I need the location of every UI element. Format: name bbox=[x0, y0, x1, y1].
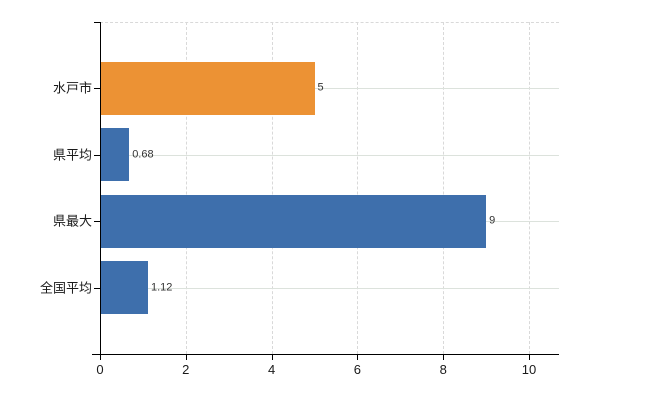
y-axis-line bbox=[100, 22, 101, 354]
x-axis-tick-label: 0 bbox=[96, 362, 104, 377]
plot-top-border bbox=[100, 22, 559, 23]
bar-value-label: 9 bbox=[489, 214, 496, 227]
y-axis-tick bbox=[94, 354, 100, 355]
y-axis-category-label: 県平均 bbox=[52, 147, 92, 163]
y-axis-tick bbox=[94, 221, 100, 223]
x-axis-tick-label: 2 bbox=[182, 362, 190, 377]
y-axis-category-label: 水戸市 bbox=[52, 80, 92, 96]
bar-value-label: 0.68 bbox=[132, 148, 154, 161]
x-axis-tick-label: 8 bbox=[439, 362, 447, 377]
y-axis-tick bbox=[94, 154, 100, 156]
bar-0 bbox=[100, 61, 315, 115]
vertical-gridline bbox=[185, 22, 187, 354]
vertical-gridline bbox=[271, 22, 273, 354]
y-axis-tick bbox=[94, 287, 100, 289]
y-axis-category-label: 県最大 bbox=[52, 213, 92, 229]
bar-1 bbox=[100, 128, 130, 182]
vertical-gridline bbox=[357, 22, 359, 354]
bar-2 bbox=[100, 194, 487, 248]
x-axis-tick bbox=[357, 354, 359, 360]
y-axis-category-label: 全国平均 bbox=[39, 280, 92, 296]
bar-3 bbox=[100, 261, 148, 315]
x-axis-tick-label: 6 bbox=[353, 362, 362, 377]
x-axis-tick-label: 10 bbox=[521, 362, 537, 377]
horizontal-gridline bbox=[100, 154, 559, 156]
vertical-gridline bbox=[529, 22, 530, 354]
horizontal-gridline bbox=[100, 287, 559, 289]
bar-value-label: 1.12 bbox=[151, 281, 173, 294]
x-axis-tick bbox=[185, 354, 187, 360]
horizontal-gridline bbox=[100, 88, 559, 90]
bar-value-label: 5 bbox=[317, 81, 324, 94]
x-axis-tick bbox=[443, 354, 445, 360]
vertical-gridline bbox=[443, 22, 445, 354]
y-axis-tick bbox=[94, 88, 100, 90]
y-axis-tick bbox=[94, 22, 100, 23]
x-axis-tick bbox=[100, 354, 101, 360]
x-axis-tick bbox=[529, 354, 530, 360]
x-axis-tick-label: 4 bbox=[267, 362, 276, 377]
plot-area: 5 0.68 9 1.12 0 2 4 6 8 10 bbox=[92, 22, 559, 376]
x-axis-tick bbox=[271, 354, 273, 360]
x-axis-line bbox=[92, 354, 559, 355]
